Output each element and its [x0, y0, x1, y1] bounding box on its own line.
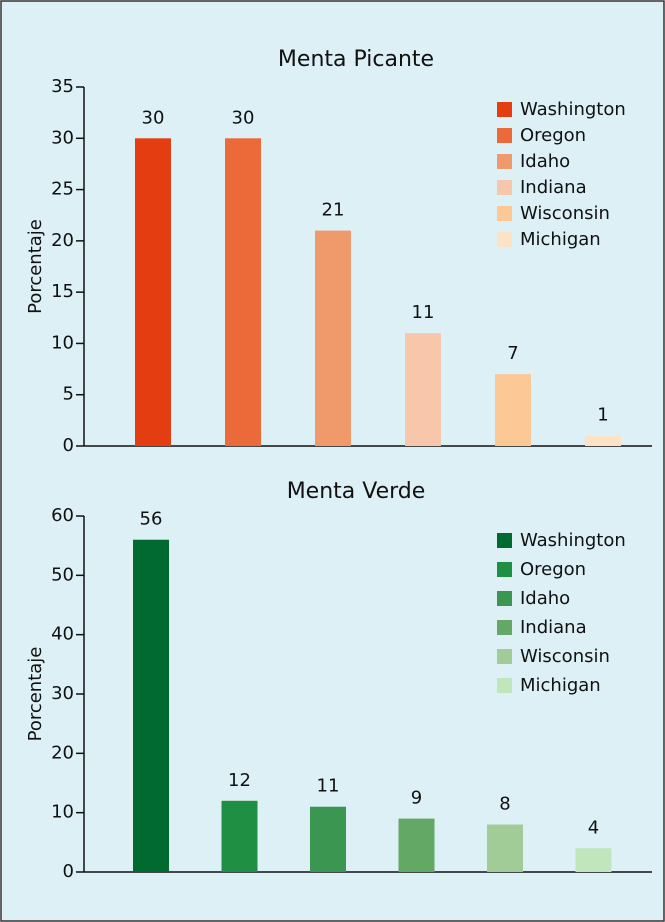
y-tick-label: 35: [51, 76, 74, 97]
y-tick-label: 20: [51, 742, 74, 763]
legend-swatch: [497, 102, 512, 117]
bar: [405, 333, 441, 446]
value-label: 56: [140, 509, 163, 530]
y-tick-label: 40: [51, 624, 74, 645]
y-tick-label: 10: [51, 332, 74, 353]
y-tick-label: 30: [51, 127, 74, 148]
value-label: 30: [232, 107, 255, 128]
value-label: 21: [322, 200, 345, 221]
bar: [221, 800, 258, 872]
value-label: 4: [588, 817, 599, 838]
legend-swatch: [497, 206, 512, 221]
legend-label: Idaho: [520, 151, 570, 172]
bar: [310, 806, 346, 872]
legend-swatch: [497, 154, 512, 169]
legend-swatch: [497, 128, 512, 143]
bar: [495, 374, 531, 446]
value-label: 11: [412, 302, 435, 323]
legend-label: Indiana: [520, 177, 587, 198]
legend-label: Wisconsin: [520, 203, 610, 224]
legend-label: Oregon: [520, 125, 586, 146]
legend-label: Michigan: [520, 675, 601, 696]
legend-swatch: [497, 591, 512, 606]
y-tick-label: 25: [51, 179, 74, 200]
legend-swatch: [497, 678, 512, 693]
legend-label: Oregon: [520, 559, 586, 580]
legend-label: Idaho: [520, 588, 570, 609]
value-label: 30: [142, 107, 165, 128]
bar: [315, 230, 351, 446]
y-tick-label: 50: [51, 564, 74, 585]
legend-swatch: [497, 232, 512, 247]
y-tick-label: 5: [63, 384, 74, 405]
legend-swatch: [497, 649, 512, 664]
chart-title: Menta Picante: [278, 47, 434, 72]
legend-label: Washington: [520, 530, 626, 551]
y-tick-label: 15: [51, 281, 74, 302]
y-tick-label: 0: [63, 861, 74, 882]
value-label: 7: [507, 343, 518, 364]
legend-label: Wisconsin: [520, 646, 610, 667]
bar: [575, 848, 612, 872]
legend-swatch: [497, 533, 512, 548]
value-label: 9: [411, 788, 422, 809]
legend-label: Indiana: [520, 617, 587, 638]
value-label: 8: [499, 794, 510, 815]
bar: [487, 824, 523, 872]
y-tick-label: 30: [51, 683, 74, 704]
value-label: 12: [228, 770, 251, 791]
y-tick-label: 20: [51, 230, 74, 251]
y-axis-label: Porcentaje: [25, 219, 46, 314]
legend-swatch: [497, 180, 512, 195]
y-tick-label: 10: [51, 802, 74, 823]
legend-label: Michigan: [520, 229, 601, 250]
bar: [585, 435, 621, 446]
y-tick-label: 0: [63, 435, 74, 456]
legend-swatch: [497, 620, 512, 635]
bar: [133, 539, 169, 872]
y-axis-label: Porcentaje: [25, 647, 46, 742]
chart-title: Menta Verde: [287, 479, 426, 504]
bar: [398, 818, 435, 872]
bar: [135, 138, 171, 447]
y-tick-label: 60: [51, 505, 74, 526]
value-label: 11: [317, 776, 340, 797]
value-label: 1: [597, 405, 608, 426]
legend-label: Washington: [520, 99, 626, 120]
bar: [225, 138, 261, 447]
legend-swatch: [497, 562, 512, 577]
